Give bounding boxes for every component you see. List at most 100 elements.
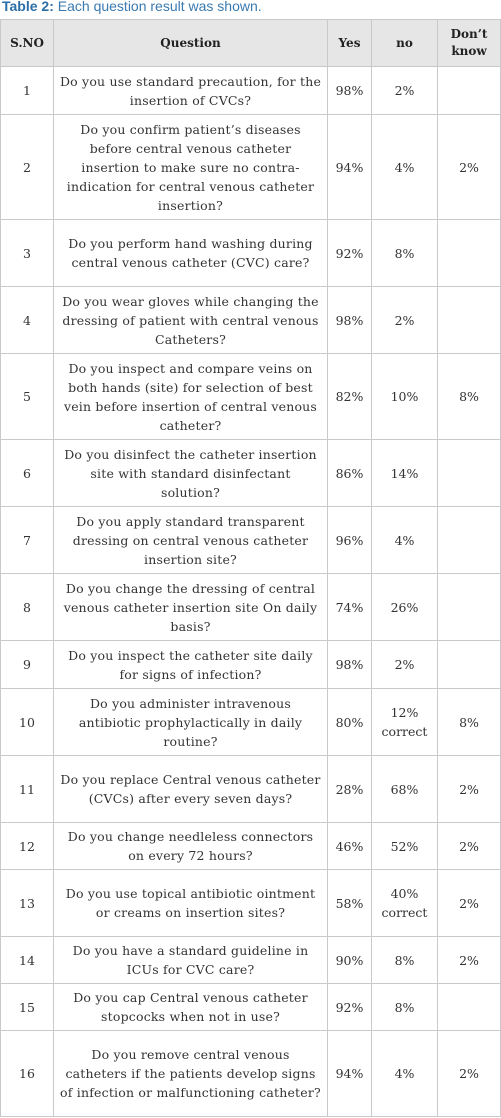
cell-no: 10% [371,353,438,440]
cell-dont-know: 8% [437,688,501,756]
cell-dont-know [437,286,501,354]
cell-sno: 8 [0,573,54,641]
cell-sno: 15 [0,983,54,1031]
cell-no: 26% [371,573,438,641]
table-row: 14 Do you have a standard guideline in IC… [0,936,501,984]
cell-no: 8% [371,983,438,1031]
cell-question: Do you use standard precaution, for the … [53,66,328,115]
table-row: 12 Do you change needleless connectors on… [0,822,501,870]
cell-question: Do you perform hand washing during centr… [53,219,328,287]
cell-sno: 14 [0,936,54,984]
cell-question: Do you inspect the catheter site daily f… [53,640,328,689]
cell-dont-know [437,983,501,1031]
cell-no: 14% [371,439,438,507]
cell-question: Do you disinfect the catheter insertion … [53,439,328,507]
cell-question: Do you change the dressing of central ve… [53,573,328,641]
cell-dont-know: 2% [437,869,501,937]
cell-question: Do you cap Central venous catheter stopc… [53,983,328,1031]
cell-sno: 9 [0,640,54,689]
cell-sno: 2 [0,114,54,220]
table-row: 4 Do you wear gloves while changing the d… [0,286,501,354]
table-row: 6 Do you disinfect the catheter insertion… [0,439,501,507]
cell-dont-know: 8% [437,353,501,440]
cell-sno: 7 [0,506,54,574]
table-row: 7 Do you apply standard transparent dress… [0,506,501,574]
header-sno: S.NO [0,19,54,67]
cell-yes: 96% [327,506,372,574]
cell-sno: 11 [0,755,54,823]
table-row: 1 Do you use standard precaution, for the… [0,66,501,115]
cell-sno: 10 [0,688,54,756]
cell-dont-know: 2% [437,936,501,984]
cell-yes: 94% [327,114,372,220]
cell-no: 2% [371,640,438,689]
table-row: 10 Do you administer intravenous antibiot… [0,688,501,756]
cell-question: Do you confirm patient’s diseases before… [53,114,328,220]
cell-question: Do you have a standard guideline in ICUs… [53,936,328,984]
cell-sno: 4 [0,286,54,354]
cell-sno: 16 [0,1030,54,1117]
cell-yes: 58% [327,869,372,937]
caption-label: Table 2: [2,0,54,14]
header-yes: Yes [327,19,372,67]
table-row: 16 Do you remove central venous catheters… [0,1030,501,1117]
cell-no: 4% [371,114,438,220]
cell-question: Do you wear gloves while changing the dr… [53,286,328,354]
cell-yes: 28% [327,755,372,823]
cell-dont-know [437,66,501,115]
cell-no: 8% [371,219,438,287]
table-row: 11 Do you replace Central venous catheter… [0,755,501,823]
cell-no: 4% [371,1030,438,1117]
cell-dont-know [437,506,501,574]
cell-dont-know [437,439,501,507]
cell-no: 68% [371,755,438,823]
results-table: S.NO Question Yes no Don’t know 1 Do you … [0,19,501,1117]
header-question: Question [53,19,328,67]
cell-dont-know [437,640,501,689]
header-row: S.NO Question Yes no Don’t know [0,19,501,67]
header-no: no [371,19,438,67]
cell-no: 4% [371,506,438,574]
table-row: 9 Do you inspect the catheter site daily … [0,640,501,689]
cell-yes: 98% [327,286,372,354]
cell-yes: 92% [327,219,372,287]
cell-yes: 80% [327,688,372,756]
cell-no: 12% correct [371,688,438,756]
table-row: 3 Do you perform hand washing during cent… [0,219,501,287]
table-body: 1 Do you use standard precaution, for the… [0,66,501,1117]
cell-no: 2% [371,286,438,354]
caption-text: Each question result was shown. [53,0,262,14]
cell-sno: 5 [0,353,54,440]
cell-yes: 98% [327,640,372,689]
cell-yes: 92% [327,983,372,1031]
cell-dont-know: 2% [437,755,501,823]
table-row: 5 Do you inspect and compare veins on bot… [0,353,501,440]
cell-no: 2% [371,66,438,115]
cell-sno: 12 [0,822,54,870]
cell-question: Do you apply standard transparent dressi… [53,506,328,574]
cell-sno: 6 [0,439,54,507]
cell-question: Do you use topical antibiotic ointment o… [53,869,328,937]
cell-sno: 13 [0,869,54,937]
cell-yes: 98% [327,66,372,115]
table-row: 2 Do you confirm patient’s diseases befor… [0,114,501,220]
cell-no: 40% correct [371,869,438,937]
table-row: 8 Do you change the dressing of central v… [0,573,501,641]
cell-yes: 94% [327,1030,372,1117]
cell-yes: 74% [327,573,372,641]
cell-dont-know: 2% [437,114,501,220]
cell-question: Do you remove central venous catheters i… [53,1030,328,1117]
cell-sno: 3 [0,219,54,287]
header-dont-know: Don’t know [437,19,501,67]
cell-yes: 46% [327,822,372,870]
cell-question: Do you administer intravenous antibiotic… [53,688,328,756]
cell-no: 52% [371,822,438,870]
table-caption: Table 2: Each question result was shown. [2,0,262,15]
cell-question: Do you inspect and compare veins on both… [53,353,328,440]
cell-no: 8% [371,936,438,984]
cell-dont-know [437,219,501,287]
cell-yes: 90% [327,936,372,984]
cell-dont-know: 2% [437,1030,501,1117]
cell-question: Do you replace Central venous catheter (… [53,755,328,823]
cell-question: Do you change needleless connectors on e… [53,822,328,870]
